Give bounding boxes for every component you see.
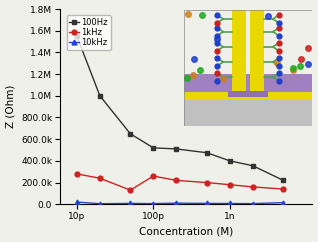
1kHz [128,189,132,192]
100Hz [175,147,178,150]
Y-axis label: Z (Ohm): Z (Ohm) [5,85,16,128]
1kHz [251,185,255,188]
100Hz [205,151,209,154]
Bar [250,10,264,92]
10kHz [281,201,285,204]
10kHz [98,202,102,205]
1kHz [228,183,232,186]
100Hz [281,179,285,182]
100Hz [75,35,79,38]
100Hz [251,164,255,167]
Bar [232,10,246,92]
Line: 1kHz: 1kHz [74,171,286,193]
10kHz [75,201,79,204]
Legend: 100Hz, 1kHz, 10kHz: 100Hz, 1kHz, 10kHz [66,15,111,50]
1kHz [175,179,178,182]
1kHz [98,177,102,180]
10kHz [175,202,178,205]
Bar [228,91,268,97]
100Hz [98,94,102,97]
1kHz [281,188,285,190]
Bar [184,92,312,100]
10kHz [151,202,155,205]
10kHz [251,202,255,205]
Line: 10kHz: 10kHz [74,200,286,206]
10kHz [205,202,209,205]
X-axis label: Concentration (M): Concentration (M) [139,227,233,236]
Bar [184,100,312,126]
10kHz [128,202,132,205]
1kHz [205,181,209,184]
100Hz [128,132,132,135]
100Hz [228,159,232,162]
Bar [184,74,312,92]
1kHz [75,173,79,175]
10kHz [228,202,232,205]
100Hz [151,146,155,149]
Line: 100Hz: 100Hz [74,34,286,183]
1kHz [151,175,155,178]
